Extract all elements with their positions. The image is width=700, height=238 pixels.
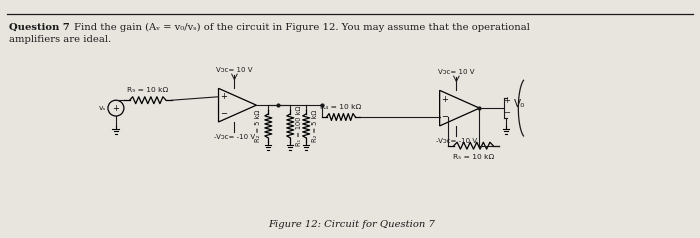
Text: R₂ = 5 kΩ: R₂ = 5 kΩ <box>312 110 318 142</box>
Text: Question 7: Question 7 <box>9 23 70 32</box>
Text: vₛ: vₛ <box>99 105 106 111</box>
Text: +: + <box>441 95 448 104</box>
Text: Vᴐᴄ= 10 V: Vᴐᴄ= 10 V <box>438 69 475 74</box>
Text: amplifiers are ideal.: amplifiers are ideal. <box>9 35 111 44</box>
Text: R₉ = 10 kΩ: R₉ = 10 kΩ <box>127 87 169 93</box>
Text: V₀: V₀ <box>514 99 526 109</box>
Text: R₄ = 10 kΩ: R₄ = 10 kΩ <box>321 104 362 110</box>
Text: Vᴐᴄ= 10 V: Vᴐᴄ= 10 V <box>216 67 253 73</box>
Text: +: + <box>503 96 510 105</box>
Text: R₂ = 5 kΩ: R₂ = 5 kΩ <box>256 110 261 142</box>
Text: −: − <box>441 113 448 122</box>
Text: +: + <box>220 92 227 101</box>
Text: −: − <box>503 109 510 118</box>
Text: -Vᴐᴄ= -10 V: -Vᴐᴄ= -10 V <box>436 138 477 144</box>
Text: +: + <box>113 104 120 113</box>
Text: R₁ = 100 kΩ: R₁ = 100 kΩ <box>296 106 302 146</box>
Text: Figure 12: Circuit for Question 7: Figure 12: Circuit for Question 7 <box>269 220 435 229</box>
Text: -Vᴐᴄ= -10 V: -Vᴐᴄ= -10 V <box>214 134 255 140</box>
Text: R₅ = 10 kΩ: R₅ = 10 kΩ <box>453 154 494 160</box>
Text: −: − <box>220 109 227 118</box>
Text: Find the gain (Aᵥ = v₀/vₛ) of the circuit in Figure 12. You may assume that the : Find the gain (Aᵥ = v₀/vₛ) of the circui… <box>74 23 530 32</box>
